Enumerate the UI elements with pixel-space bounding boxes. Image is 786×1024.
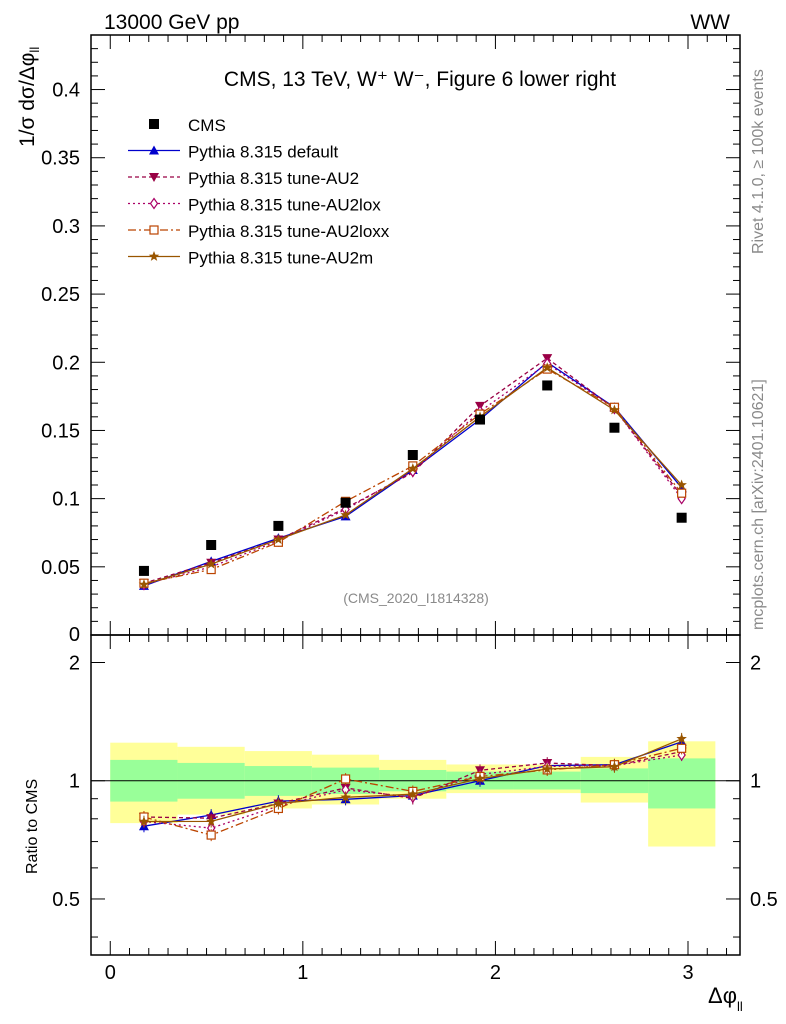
ratio-line-2 (143, 754, 682, 829)
cms-data-point (609, 422, 620, 433)
ratio-tick-label: 0.5 (52, 889, 80, 911)
chart-title: CMS, 13 TeV, W⁺ W⁻, Figure 6 lower right (224, 68, 616, 91)
y-tick-label: 0.35 (41, 148, 80, 170)
x-axis-label-sub: ll (737, 999, 743, 1014)
y-tick-label: 0.3 (52, 216, 80, 238)
legend-label-4: Pythia 8.315 tune-AU2m (188, 249, 373, 268)
y-axis-label: 1/σ dσ/Δφll (16, 47, 42, 147)
series-marker-4 (676, 479, 687, 490)
series-marker-4 (407, 463, 418, 474)
legend-label-0: Pythia 8.315 default (188, 143, 339, 162)
y-tick-label: 0.1 (52, 489, 80, 511)
legend-label-1: Pythia 8.315 tune-AU2 (188, 169, 359, 188)
axis-ticks: 0 1 2 3 0.05 0.1 0.15 0.2 0.25 0.3 0.35 0.4 0 0.5 0.5 1… (41, 34, 778, 984)
svg-text:1/σ dσ/Δφll: 1/σ dσ/Δφll (16, 47, 42, 147)
y-axis-label-main: 1/σ dσ/Δφ (16, 53, 39, 147)
cms-data-point (138, 565, 149, 576)
legend-marker-3 (149, 225, 159, 235)
cms-data-point (475, 414, 486, 425)
ratio-marker-4 (676, 733, 687, 744)
legend-label-3: Pythia 8.315 tune-AU2loxx (188, 222, 390, 241)
analysis-watermark: (CMS_2020_I1814328) (343, 590, 489, 606)
cms-data-point (206, 540, 217, 550)
cms-data-point (340, 497, 351, 508)
legend-marker-4 (148, 251, 160, 261)
legend-label-cms: CMS (188, 116, 226, 135)
legend-marker-1 (149, 173, 159, 182)
x-axis-label-main: Δφ (708, 983, 737, 1008)
series-marker-4 (609, 404, 620, 415)
x-tick-label: 0 (105, 962, 116, 984)
ratio-marker-4 (273, 798, 284, 808)
y-tick-label: 0.15 (41, 420, 80, 442)
x-tick-label: 1 (297, 962, 308, 984)
x-tick-label: 2 (490, 962, 501, 984)
y-tick-label-zero: 0 (69, 624, 80, 646)
ratio-marker-4 (542, 763, 553, 774)
ratio-marker-4 (205, 815, 217, 826)
ratio-tick-label-right: 0.5 (750, 889, 778, 911)
legend-label-2: Pythia 8.315 tune-AU2lox (188, 196, 381, 215)
ratio-marker-3 (340, 774, 351, 784)
series-marker-4 (542, 362, 553, 373)
ratio-tick-label: 2 (69, 653, 80, 675)
legend-marker-0 (149, 145, 159, 155)
band-inner-8 (648, 758, 716, 809)
process-label: WW (690, 11, 730, 34)
series-marker-3 (677, 488, 687, 498)
mcplots-label: mcplots.cern.ch [arXiv:2401.10621] (750, 379, 767, 630)
legend-marker-2 (149, 197, 159, 210)
main-series-lines (138, 354, 687, 591)
ratio-marker-3 (206, 830, 216, 840)
cms-data-point (273, 520, 284, 531)
series-marker-4 (340, 509, 351, 520)
ratio-marker-4 (609, 761, 620, 772)
energy-label: 13000 GeV pp (104, 11, 239, 34)
y-tick-label: 0.4 (52, 80, 80, 102)
series-marker-3 (206, 564, 216, 575)
ratio-marker-3 (677, 743, 687, 753)
legend: CMS Pythia 8.315 default Pythia 8.315 tune… (128, 116, 390, 268)
y-tick-label: 0.25 (41, 284, 80, 306)
y-axis-label-sub: ll (27, 47, 42, 53)
ratio-series-lines (138, 732, 687, 842)
ratio-marker-4 (138, 816, 150, 826)
cms-data-point (407, 450, 418, 460)
ratio-plot-frame (90, 634, 741, 956)
legend-marker-cms (149, 119, 159, 129)
series-line-1 (143, 357, 683, 584)
series-marker-4 (205, 558, 217, 569)
ratio-axis-label: Ratio to CMS (24, 779, 41, 874)
ratio-tick-label: 1 (69, 771, 80, 793)
cms-data-point (676, 512, 687, 523)
ratio-marker-4 (407, 788, 418, 799)
ratio-tick-label-right: 2 (750, 653, 761, 675)
ratio-marker-4 (474, 773, 486, 783)
rivet-label: Rivet 4.1.0, ≥ 100k events (750, 69, 767, 254)
cms-data-points (138, 380, 687, 576)
series-marker-4 (138, 579, 150, 589)
x-tick-label: 3 (682, 962, 693, 984)
series-marker-4 (273, 534, 284, 544)
ratio-tick-label-right: 1 (750, 771, 761, 793)
x-axis-label: Δφll (708, 983, 743, 1014)
y-tick-label: 0.05 (41, 557, 80, 579)
y-tick-label: 0.2 (52, 352, 80, 374)
cms-data-point (542, 380, 553, 391)
ratio-marker-4 (340, 791, 351, 802)
